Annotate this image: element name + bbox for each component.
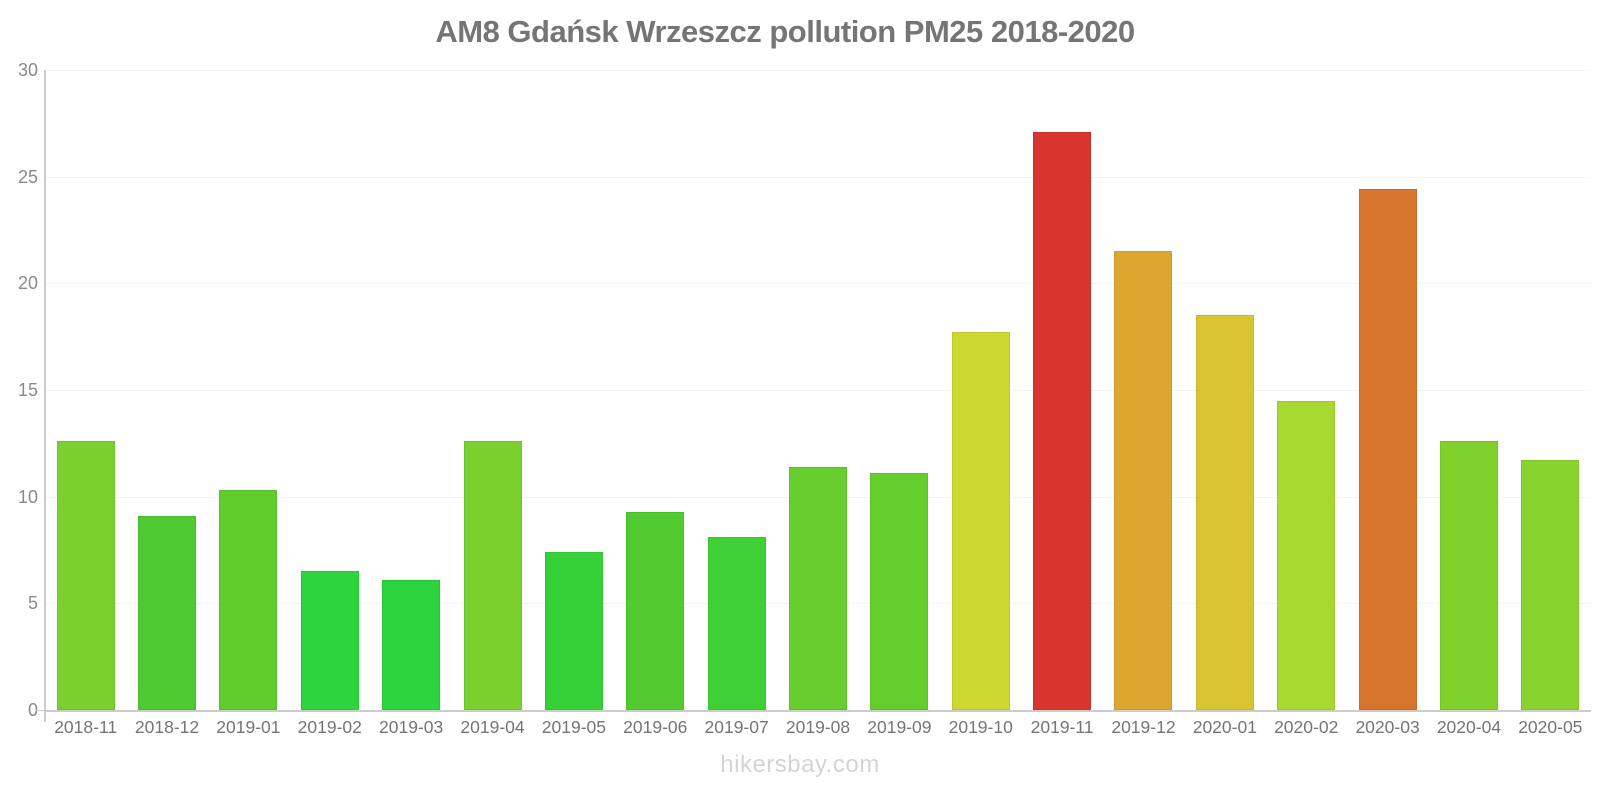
bar-2019-09 <box>870 473 929 710</box>
bar-2019-02 <box>300 571 359 710</box>
bar-2020-04 <box>1439 441 1498 710</box>
plot-area <box>45 70 1591 710</box>
x-tick-label-2019-08: 2019-08 <box>785 717 851 737</box>
bar-2020-02 <box>1277 400 1336 710</box>
bar-2018-11 <box>56 441 115 710</box>
chart-title: AM8 Gdańsk Wrzeszcz pollution PM25 2018-… <box>435 14 1135 49</box>
bar-2019-10 <box>951 332 1010 710</box>
gridline-y-30 <box>45 70 1591 71</box>
x-tick-label-2020-03: 2020-03 <box>1355 717 1420 737</box>
x-tick-label-2018-12: 2018-12 <box>134 717 200 737</box>
y-tick-label-0: 0 <box>27 700 38 720</box>
x-tick-label-2019-09: 2019-09 <box>867 717 932 737</box>
x-tick-label-2019-01: 2019-01 <box>216 717 281 737</box>
x-tick-label-2019-04: 2019-04 <box>460 717 525 737</box>
x-tick-label-2019-10: 2019-10 <box>948 717 1013 737</box>
y-tick-label-25: 25 <box>17 166 38 187</box>
x-tick-label-2020-02: 2020-02 <box>1274 717 1339 737</box>
x-tick-label-2019-12: 2019-12 <box>1111 717 1176 737</box>
x-tick-label-2020-05: 2020-05 <box>1518 717 1583 737</box>
x-tick-label-2019-02: 2019-02 <box>297 717 362 737</box>
bar-2019-07 <box>707 537 766 710</box>
x-tick-label-2019-05: 2019-05 <box>541 717 606 737</box>
x-tick-label-2019-07: 2019-07 <box>704 717 769 737</box>
y-axis-line <box>44 70 46 722</box>
bar-2020-03 <box>1358 189 1417 710</box>
gridline-y-15 <box>45 390 1591 391</box>
y-tick-label-5: 5 <box>27 593 38 614</box>
x-tick-label-2019-11: 2019-11 <box>1030 717 1094 737</box>
zero-tick-mark <box>36 710 45 711</box>
y-tick-label-15: 15 <box>17 380 38 400</box>
bar-2019-08 <box>789 466 847 710</box>
bar-2019-05 <box>544 552 603 710</box>
gridline-y-20 <box>45 283 1591 285</box>
bar-2019-11 <box>1033 131 1092 710</box>
y-tick-label-10: 10 <box>17 486 38 507</box>
y-tick-label-20: 20 <box>17 273 38 294</box>
bar-2018-12 <box>138 515 197 710</box>
bar-2019-03 <box>382 579 441 710</box>
bar-2019-04 <box>463 441 522 710</box>
bar-2019-06 <box>626 511 685 710</box>
x-tick-label-2018-11: 2018-11 <box>54 717 118 737</box>
x-tick-label-2020-04: 2020-04 <box>1436 717 1502 737</box>
x-axis-line <box>44 710 1591 712</box>
bar-2019-01 <box>219 490 278 710</box>
bar-2020-05 <box>1521 460 1580 710</box>
y-tick-label-30: 30 <box>17 60 38 80</box>
gridline-y-25 <box>45 176 1591 178</box>
bar-2020-01 <box>1195 315 1254 710</box>
watermark: hikersbay.com <box>720 751 880 778</box>
x-tick-label-2020-01: 2020-01 <box>1192 717 1257 737</box>
x-tick-label-2019-03: 2019-03 <box>379 717 444 737</box>
x-tick-label-2019-06: 2019-06 <box>623 717 688 737</box>
bar-2019-12 <box>1114 251 1173 710</box>
